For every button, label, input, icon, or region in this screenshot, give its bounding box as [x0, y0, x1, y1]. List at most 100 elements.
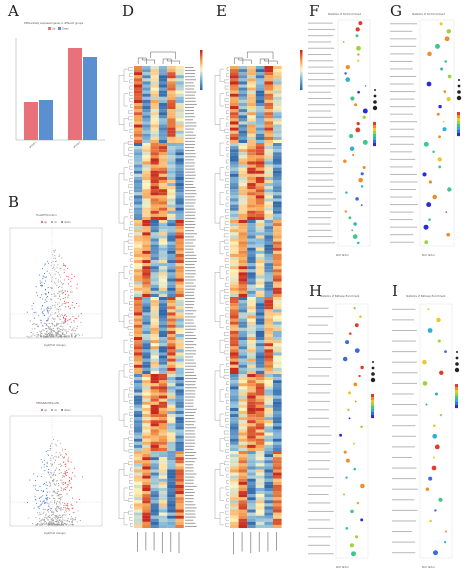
volcano-point: [51, 454, 53, 457]
heatmap-cell: [150, 429, 159, 433]
enrichment-bubble: [348, 417, 351, 420]
heatmap-cell: [150, 235, 159, 239]
heatmap-cell: [167, 250, 176, 254]
enrichment-bubble: [352, 442, 355, 445]
heatmap-cell: [175, 417, 184, 421]
heatmap-cell: [142, 161, 151, 165]
heatmap-cell: [264, 260, 273, 264]
volcano-point: [64, 509, 67, 511]
heatmap-cell: [230, 426, 239, 430]
heatmap-cell: [230, 118, 239, 122]
volcano-point: [65, 329, 67, 331]
pvalue-colorbar-segment: [373, 143, 376, 147]
dendrogram-branch: [219, 167, 224, 181]
heatmap-cell: [167, 204, 176, 208]
heatmap-cell: [175, 466, 184, 470]
heatmap-cell: [238, 275, 248, 279]
panel-label-b: B: [8, 193, 20, 211]
heatmap-cell: [142, 404, 151, 408]
volcano-point: [70, 503, 72, 505]
volcano-point: [53, 502, 56, 504]
gene-label-mark: [185, 442, 196, 444]
colorbar-segment: [200, 56, 203, 59]
heatmap-cell: [264, 524, 273, 529]
volcano-point: [60, 454, 62, 456]
volcano-point: [44, 470, 46, 472]
heatmap-cell: [134, 106, 143, 110]
heatmap-cell: [230, 364, 239, 368]
volcano-point: [52, 266, 55, 268]
volcano-point: [54, 254, 56, 257]
heatmap-cell: [273, 324, 282, 328]
heatmap-cell: [167, 435, 176, 439]
volcano-point: [60, 520, 62, 523]
volcano-point: [67, 296, 69, 298]
heatmap-cell: [238, 115, 248, 119]
heatmap-cell: [230, 352, 239, 356]
dendrogram-branch: [129, 455, 133, 459]
heatmap-cell: [150, 392, 159, 396]
volcano-point: [43, 511, 45, 513]
heatmap-cell: [255, 158, 265, 162]
heatmap-cell: [255, 340, 265, 344]
heatmap-cell: [175, 395, 184, 399]
volcano-point: [72, 518, 74, 520]
heatmap-cell: [175, 407, 184, 412]
heatmap-cell: [264, 96, 273, 100]
heatmap-cell: [247, 509, 256, 513]
heatmap-cell: [167, 377, 176, 381]
volcano-point: [54, 249, 56, 251]
term-label-mark: [390, 121, 418, 123]
enrichment-bubble: [427, 51, 432, 57]
heatmap-cell: [238, 266, 248, 270]
term-label-mark: [390, 113, 414, 115]
heatmap-cell: [255, 81, 265, 85]
size-legend-dot: [454, 367, 460, 373]
gene-label-mark: [185, 427, 197, 429]
heatmap-cell: [264, 333, 273, 338]
gene-label-mark: [185, 399, 194, 401]
heatmap-cell: [134, 481, 143, 485]
heatmap-cell: [175, 380, 184, 384]
volcano-point: [40, 513, 42, 515]
heatmap-cell: [158, 300, 168, 304]
heatmap-cell: [142, 321, 151, 325]
heatmap-cell: [167, 524, 176, 529]
heatmap-cell: [273, 429, 282, 433]
enrichment-bubble: [360, 204, 363, 207]
colorbar-segment: [300, 84, 303, 87]
volcano-point: [63, 321, 65, 324]
dendrogram-branch: [219, 142, 224, 156]
gene-label-mark: [185, 411, 196, 413]
heatmap-cell: [134, 491, 143, 495]
dendrogram-branch: [128, 153, 133, 158]
colorbar-segment: [200, 62, 203, 65]
heatmap-cell: [247, 503, 256, 507]
enrichment-bubble: [350, 96, 355, 101]
heatmap-cell: [158, 195, 168, 199]
heatmap-cell: [142, 423, 151, 427]
heatmap-cell: [167, 241, 176, 245]
heatmap-cell: [142, 136, 151, 140]
volcano-point: [59, 267, 61, 269]
gene-label-mark: [185, 184, 194, 185]
heatmap-cell: [255, 106, 265, 110]
heatmap-cell: [247, 167, 256, 171]
heatmap-cell: [175, 93, 184, 97]
term-label-mark: [308, 60, 334, 62]
dendrogram-branch: [123, 93, 128, 107]
heatmap-cell: [264, 297, 273, 301]
heatmap-cell: [264, 392, 273, 396]
pvalue-colorbar-segment: [371, 415, 374, 419]
heatmap-cell: [158, 361, 168, 365]
heatmap-cell: [142, 417, 151, 421]
heatmap-cell: [230, 358, 239, 362]
heatmap-cell: [255, 130, 265, 134]
volcano-point: [55, 283, 57, 285]
volcano-point: [68, 524, 70, 526]
dendrogram-branch: [128, 116, 133, 121]
dendrogram-branch: [123, 68, 128, 82]
heatmap-cell: [134, 229, 143, 233]
volcano-point: [78, 305, 80, 307]
term-label-mark: [308, 375, 330, 377]
